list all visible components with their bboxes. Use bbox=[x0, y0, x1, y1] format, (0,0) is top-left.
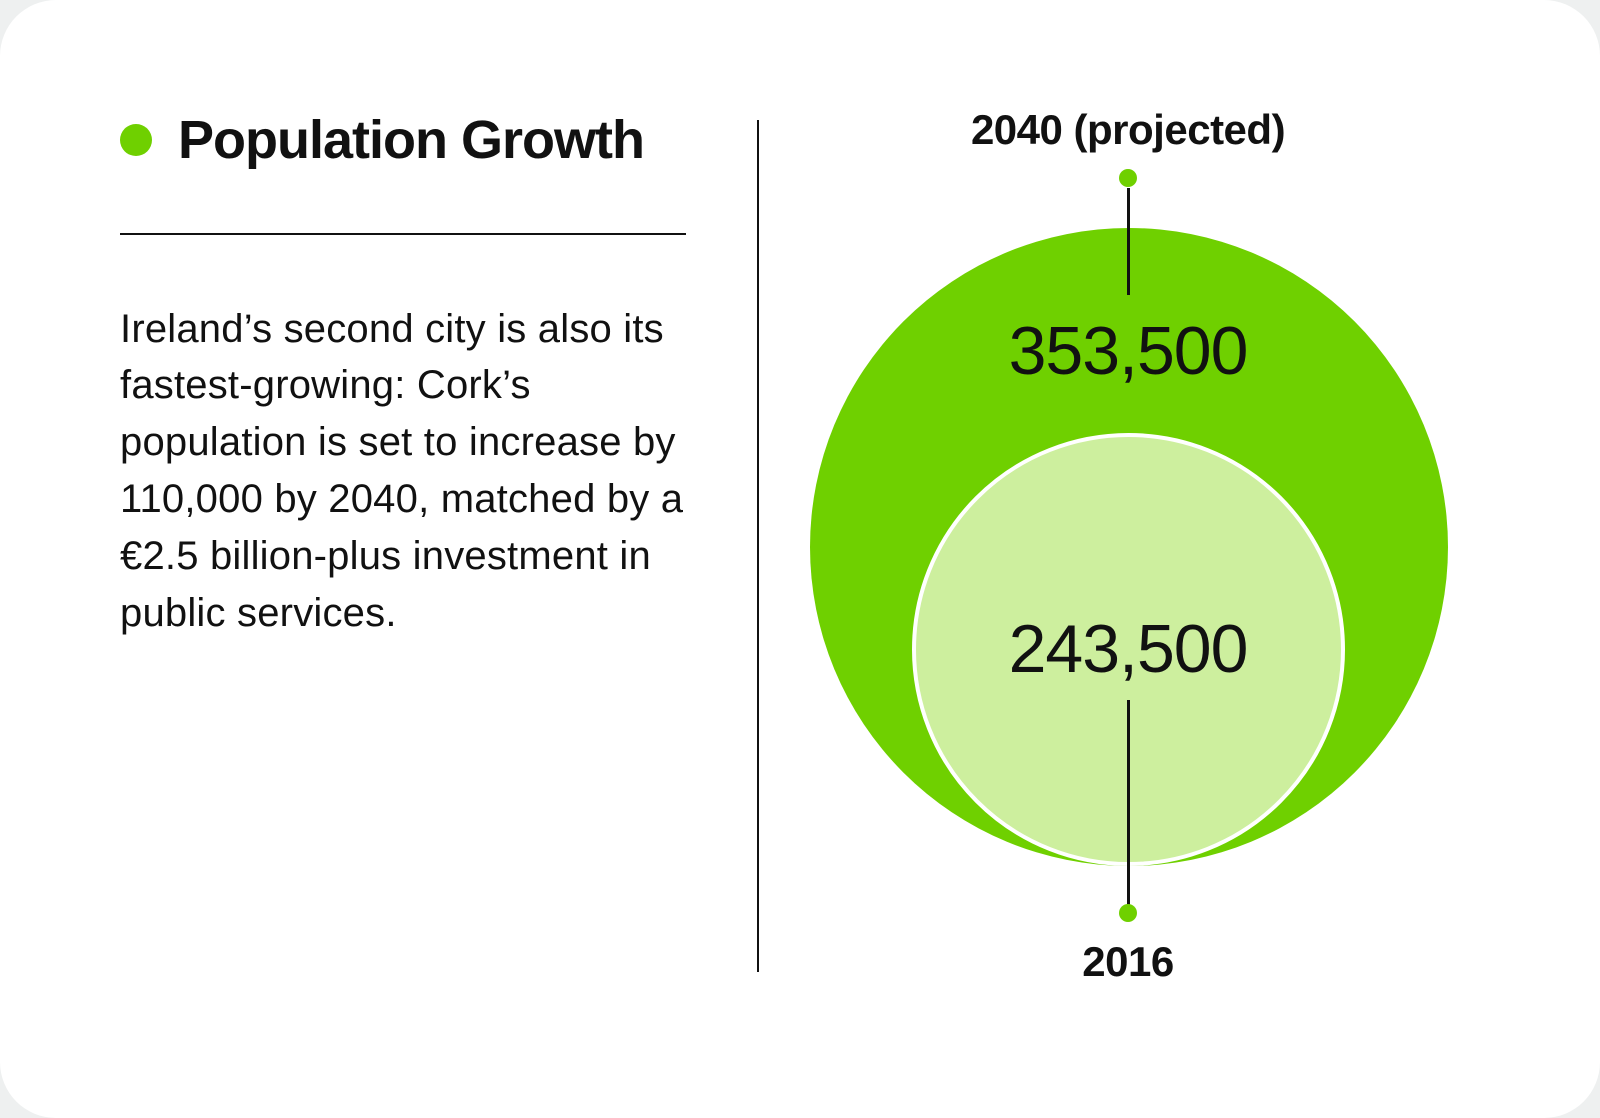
page-title: Population Growth bbox=[178, 110, 645, 170]
text-panel: Population Growth Ireland’s second city … bbox=[120, 112, 700, 641]
description-text: Ireland’s second city is also its fastes… bbox=[120, 306, 684, 635]
horizontal-divider bbox=[120, 232, 686, 235]
vertical-divider bbox=[757, 120, 759, 972]
callout-dot-2016-icon bbox=[1119, 904, 1137, 922]
green-bullet-icon bbox=[120, 124, 152, 157]
card-header: Population Growth bbox=[120, 112, 700, 169]
callout-line-2040 bbox=[1127, 188, 1130, 295]
chart-value-2040: 353,500 bbox=[1008, 313, 1249, 389]
callout-line-2016 bbox=[1127, 700, 1130, 906]
chart-label-2040: 2040 (projected) bbox=[970, 106, 1286, 153]
chart-label-2016: 2016 bbox=[1082, 938, 1174, 985]
chart-value-2016: 243,500 bbox=[1008, 611, 1249, 687]
callout-dot-2040-icon bbox=[1119, 169, 1137, 187]
